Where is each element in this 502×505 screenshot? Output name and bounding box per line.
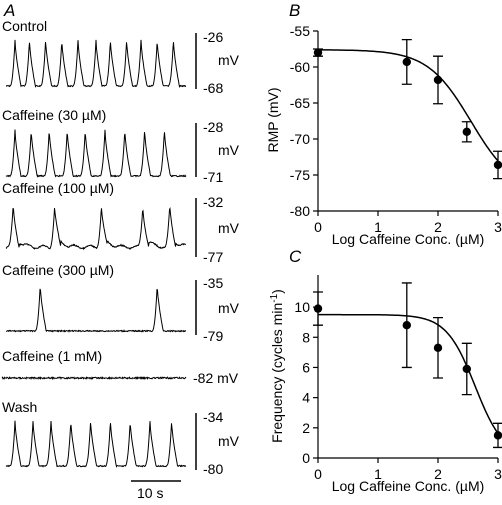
scale-single-caffeine-1mm: -82 mV xyxy=(193,370,239,386)
scale-top-caffeine-300: -35 xyxy=(203,275,223,291)
b-data-point xyxy=(462,127,471,136)
panel-label-a: A xyxy=(3,1,15,20)
b-data-point xyxy=(313,48,323,57)
trace-wash-waveform xyxy=(5,420,187,468)
trace-label-caffeine-100: Caffeine (100 µM) xyxy=(2,180,114,196)
scale-top-caffeine-30: -28 xyxy=(203,119,223,135)
c-data-point xyxy=(493,431,502,440)
c-y-tick-label: 4 xyxy=(302,390,310,406)
panel-c-axes xyxy=(317,275,498,459)
c-x-tick-label: 0 xyxy=(314,466,322,482)
panel-b-fit-curve xyxy=(317,49,499,162)
b-y-tick-label: -55 xyxy=(290,23,310,39)
panel-c-y-axis-title: Frequency (cycles min-1) xyxy=(269,289,285,443)
scale-bottom-control: -68 xyxy=(203,80,223,96)
c-y-tick-label: 0 xyxy=(302,450,310,466)
panel-b-chart: -55 -60 -65 -70 -75 -80 0 1 2 3 Log Caffeine Con… xyxy=(265,23,502,247)
scale-bottom-caffeine-100: -77 xyxy=(203,249,223,265)
b-y-tick-label: -70 xyxy=(290,131,310,147)
scale-unit-control: mV xyxy=(218,52,240,68)
trace-control-waveform xyxy=(5,39,186,89)
scale-top-caffeine-100: -32 xyxy=(203,194,223,210)
c-y-tick-label: 6 xyxy=(302,359,310,375)
b-data-point xyxy=(402,57,411,67)
c-x-tick-label: 3 xyxy=(494,466,502,482)
c-data-point xyxy=(313,304,323,313)
panel-c-fit-curve xyxy=(318,313,499,434)
trace-caffeine-30-waveform xyxy=(5,129,187,178)
b-y-tick-label: -65 xyxy=(290,95,310,111)
scale-bottom-caffeine-300: -79 xyxy=(203,328,223,344)
panel-c-y-axis-title-sup: -1 xyxy=(269,293,280,302)
scale-top-wash: -34 xyxy=(203,409,223,425)
trace-caffeine-300-waveform xyxy=(5,288,186,333)
b-y-tick-label: -80 xyxy=(290,203,310,219)
trace-caffeine-1mm-waveform xyxy=(1,375,187,381)
panel-c-y-axis-title-end: ) xyxy=(269,289,285,294)
b-y-tick-label: -60 xyxy=(290,59,310,75)
trace-label-wash: Wash xyxy=(2,399,37,415)
panel-c-chart: 0 2 4 6 8 10 0 1 2 3 Log Caffeine Conc. (µM) Fre… xyxy=(269,275,502,494)
panel-b-x-axis-title: Log Caffeine Conc. (µM) xyxy=(332,231,485,247)
scale-bottom-wash: -80 xyxy=(203,461,223,477)
c-y-tick-label: 2 xyxy=(302,420,310,436)
panel-c-x-axis-title: Log Caffeine Conc. (µM) xyxy=(332,478,485,494)
time-scale-label: 10 s xyxy=(137,485,163,501)
c-x-tick-label: 1 xyxy=(374,466,382,482)
trace-label-control: Control xyxy=(2,18,47,34)
trace-caffeine-100-waveform xyxy=(5,206,186,251)
panel-a-traces: Control -26 mV -68 Caffeine (30 µM) -28 … xyxy=(1,18,240,501)
b-x-tick-label: 2 xyxy=(434,219,442,235)
trace-label-caffeine-1mm: Caffeine (1 mM) xyxy=(2,348,102,364)
c-y-tick-label: 10 xyxy=(294,299,310,315)
scale-bottom-caffeine-30: -71 xyxy=(203,169,223,185)
b-data-point xyxy=(493,160,502,170)
b-x-tick-label: 1 xyxy=(374,219,382,235)
c-data-point xyxy=(433,343,443,353)
b-y-tick-label: -75 xyxy=(290,167,310,183)
c-data-point xyxy=(402,321,411,330)
scale-unit-caffeine-100: mV xyxy=(218,220,240,236)
b-x-tick-label: 0 xyxy=(314,219,322,235)
trace-label-caffeine-300: Caffeine (300 µM) xyxy=(2,262,114,278)
panel-label-c: C xyxy=(289,247,302,266)
scale-unit-wash: mV xyxy=(218,433,240,449)
scale-top-control: -26 xyxy=(203,29,223,45)
c-x-tick-label: 2 xyxy=(434,466,442,482)
panel-label-b: B xyxy=(289,1,300,20)
panel-c-y-axis-title-main: Frequency (cycles min xyxy=(269,303,285,443)
trace-label-caffeine-30: Caffeine (30 µM) xyxy=(2,107,106,123)
panel-b-y-axis-title: RMP (mV) xyxy=(265,87,281,152)
scale-unit-caffeine-30: mV xyxy=(218,142,240,158)
b-data-point xyxy=(433,75,443,85)
scale-unit-caffeine-300: mV xyxy=(218,300,240,316)
c-y-tick-label: 8 xyxy=(302,329,310,345)
c-data-point xyxy=(462,364,471,374)
b-x-tick-label: 3 xyxy=(494,219,502,235)
